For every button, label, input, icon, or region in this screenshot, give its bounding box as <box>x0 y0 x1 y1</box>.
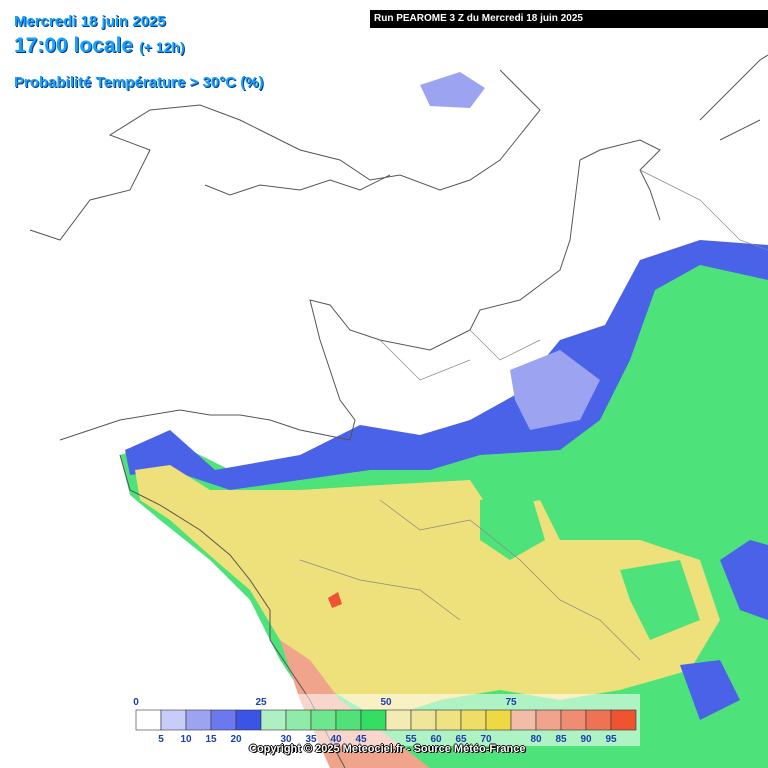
header-time-text: 17:00 locale <box>14 34 134 57</box>
field-green-patch <box>480 490 700 640</box>
legend-bottom-label: 55 <box>405 734 417 745</box>
legend-top-label: 25 <box>255 697 267 708</box>
legend-swatch <box>260 709 287 731</box>
legend-swatch <box>485 709 512 731</box>
coast-netherlands <box>699 54 768 141</box>
legend-top-label: 50 <box>380 697 392 708</box>
legend-swatch <box>185 709 212 731</box>
legend-bottom-label: 80 <box>530 734 542 745</box>
legend-swatch <box>210 709 237 731</box>
legend-swatch <box>235 709 262 731</box>
legend: 0 25 50 75 5 10 15 20 30 35 40 45 55 60 65 70 80 85 90 95 <box>132 694 640 746</box>
legend-top-label: 0 <box>133 697 139 708</box>
header-date: Mercredi 18 juin 2025 <box>14 13 166 30</box>
copyright: Copyright © 2025 Meteociel.fr - Source M… <box>249 743 526 755</box>
legend-bottom-label: 90 <box>580 734 592 745</box>
legend-swatch <box>385 709 412 731</box>
legend-bottom-label: 20 <box>230 734 242 745</box>
header-time: 17:00 locale (+ 12h) <box>14 34 185 58</box>
field-blue-east <box>680 540 768 720</box>
legend-bottom-label: 70 <box>480 734 492 745</box>
header-lead: (+ 12h) <box>139 39 185 55</box>
legend-bottom-label: 15 <box>205 734 217 745</box>
legend-bottom-label: 60 <box>430 734 442 745</box>
field-yellow <box>135 465 720 720</box>
legend-swatch <box>610 709 637 731</box>
legend-bottom-label: 35 <box>305 734 317 745</box>
coast-france-north <box>59 139 661 441</box>
legend-swatch <box>335 709 362 731</box>
legend-bottom-label: 65 <box>455 734 467 745</box>
coast-england <box>29 69 541 241</box>
legend-bottom-label: 85 <box>555 734 567 745</box>
legend-swatch <box>285 709 312 731</box>
legend-bottom-label: 40 <box>330 734 342 745</box>
legend-swatch <box>560 709 587 731</box>
field-blue <box>125 240 768 490</box>
legend-swatch <box>535 709 562 731</box>
run-label: Run PEAROME 3 Z du Mercredi 18 juin 2025 <box>370 10 768 28</box>
legend-swatch <box>135 709 162 731</box>
probability-field <box>120 72 768 768</box>
legend-swatch <box>585 709 612 731</box>
legend-bottom-label: 30 <box>280 734 292 745</box>
field-lightblue <box>420 72 600 430</box>
legend-swatch <box>410 709 437 731</box>
legend-bottom-label: 5 <box>158 734 164 745</box>
borders <box>299 169 768 661</box>
legend-bottom-label: 95 <box>605 734 617 745</box>
legend-swatch <box>360 709 387 731</box>
legend-swatch <box>160 709 187 731</box>
legend-swatch <box>510 709 537 731</box>
legend-swatch <box>460 709 487 731</box>
header-parameter: Probabilité Température > 30°C (%) <box>14 74 264 91</box>
field-red-dot <box>328 592 342 608</box>
legend-swatch <box>310 709 337 731</box>
legend-bottom-label: 10 <box>180 734 192 745</box>
legend-bottom-label: 45 <box>355 734 367 745</box>
legend-swatch <box>435 709 462 731</box>
legend-top-label: 75 <box>505 697 517 708</box>
